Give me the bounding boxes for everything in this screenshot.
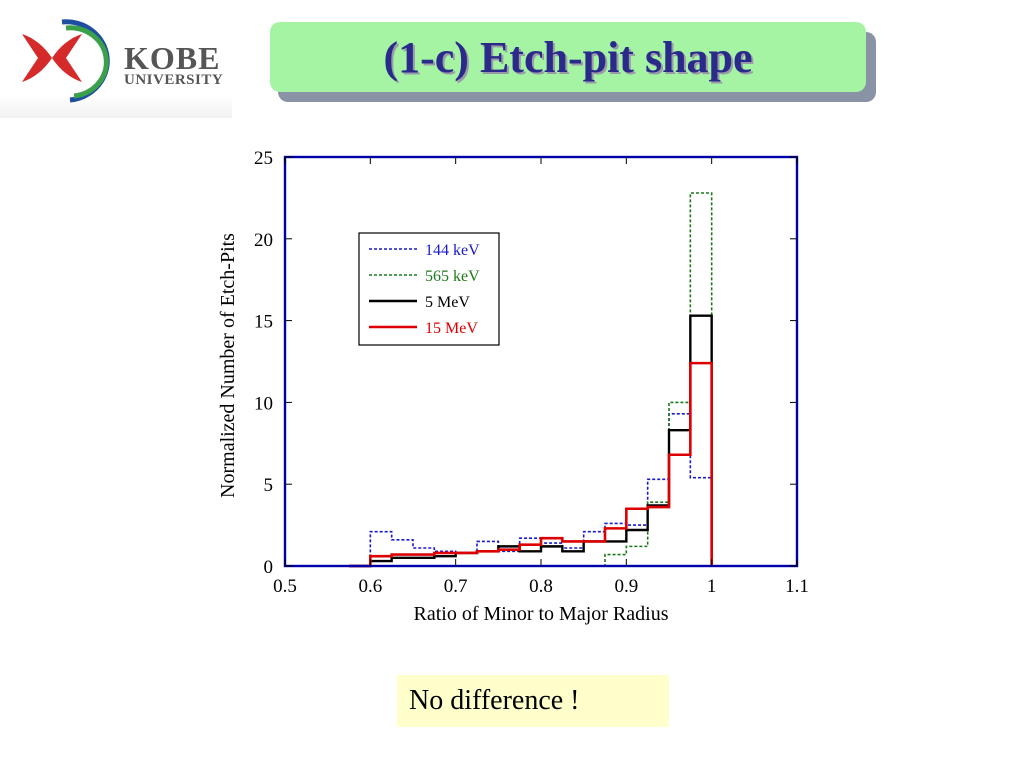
legend: 144 keV 565 keV 5 MeV 15 MeV <box>358 232 500 346</box>
legend-label: 565 keV <box>425 268 480 285</box>
y-axis-label: Normalized Number of Etch-Pits <box>217 233 239 498</box>
ticks-layer: 0.5 0.6 0.7 0.8 0.9 1 1.1 0 5 10 15 20 25 <box>254 148 809 597</box>
legend-label: 5 MeV <box>425 294 470 311</box>
legend-label: 144 keV <box>425 242 480 259</box>
slide-title: (1-c) Etch-pit shape <box>383 32 753 82</box>
kobe-emblem-icon <box>22 19 110 103</box>
x-tick-label: 0.6 <box>358 576 382 597</box>
chart-svg: 0.5 0.6 0.7 0.8 0.9 1 1.1 0 5 10 15 20 25 Ratio of M… <box>217 148 809 625</box>
logo-subtitle: UNIVERSITY <box>124 72 224 88</box>
x-tick-label: 0.8 <box>529 576 553 597</box>
y-tick-label: 15 <box>254 312 273 333</box>
axes-frame <box>283 155 799 568</box>
plot-layer <box>349 192 713 568</box>
x-tick-label: 0.7 <box>444 576 468 597</box>
x-tick-label: 0.9 <box>614 576 638 597</box>
x-tick-label: 0.5 <box>273 576 297 597</box>
title-banner: (1-c) Etch-pit shape <box>270 22 866 92</box>
y-tick-label: 25 <box>254 148 273 169</box>
series-line-5-mev <box>349 314 713 568</box>
x-tick-label: 1 <box>707 576 717 597</box>
x-tick-label: 1.1 <box>785 576 809 597</box>
legend-label: 15 MeV <box>425 320 478 337</box>
note-text: No difference ! <box>409 685 580 716</box>
logo-name: KOBE <box>124 40 221 76</box>
note-box: No difference ! <box>397 675 669 727</box>
y-tick-label: 0 <box>264 557 274 578</box>
x-axis-label: Ratio of Minor to Major Radius <box>414 603 669 625</box>
etch-pit-histogram-chart: 0.5 0.6 0.7 0.8 0.9 1 1.1 0 5 10 15 20 25 Ratio of M… <box>200 140 840 645</box>
y-tick-label: 10 <box>254 393 273 414</box>
y-tick-label: 5 <box>264 475 274 496</box>
series-line-144-kev <box>349 413 713 567</box>
series-line-15-mev <box>349 361 713 568</box>
kobe-university-logo: KOBE UNIVERSITY <box>0 0 232 118</box>
y-tick-label: 20 <box>254 230 273 251</box>
